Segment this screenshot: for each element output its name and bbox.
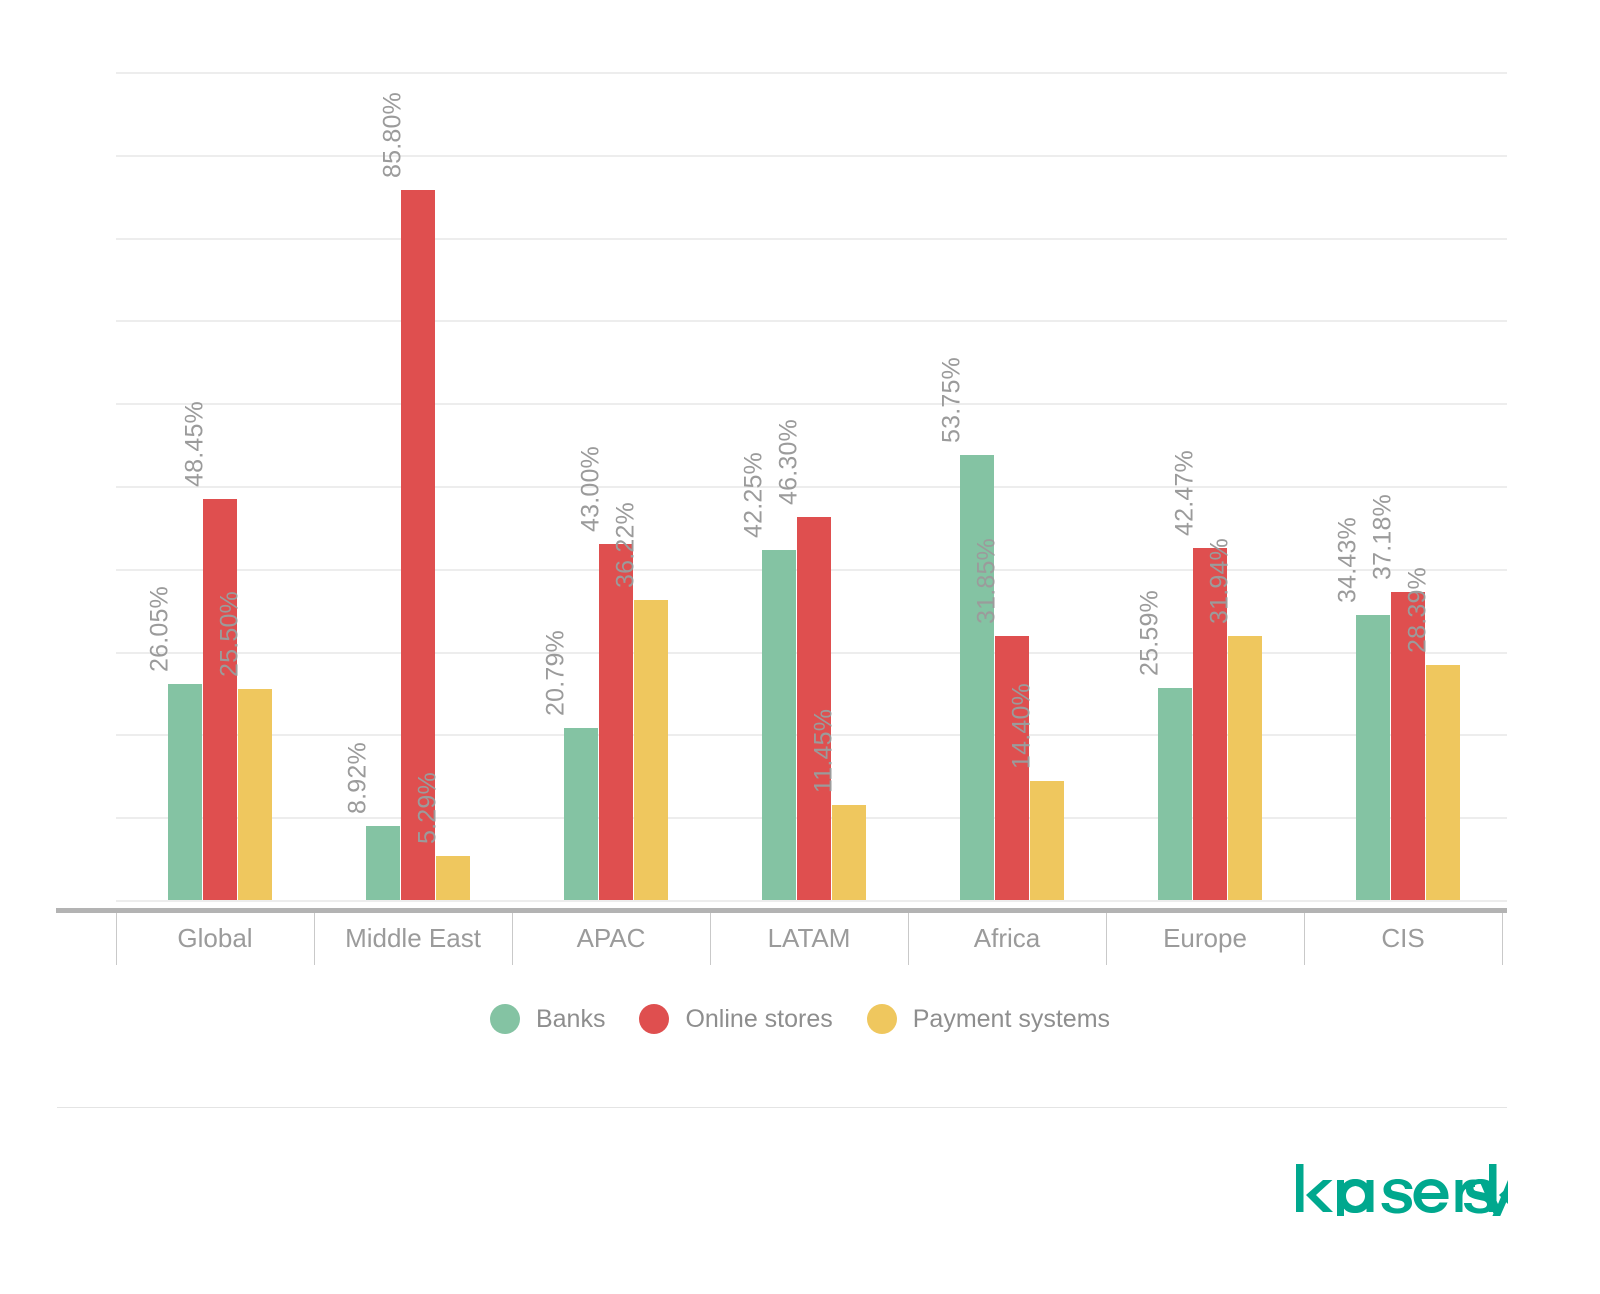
bar-payment[interactable]: 14.40%	[1008, 683, 1064, 900]
bar-value-label: 26.05%	[145, 586, 174, 673]
bar-payment[interactable]: 31.94%	[1206, 538, 1262, 900]
bar-group: 25.59% 42.47% 31.94%	[1136, 72, 1262, 900]
y-axis-tick-label: 70%	[0, 302, 16, 331]
y-axis-tick-label: 40%	[0, 551, 16, 580]
bar-banks[interactable]: 8.92%	[344, 742, 400, 900]
legend-swatch-icon	[639, 1004, 670, 1034]
bar-value-label: 28.39%	[1403, 566, 1432, 653]
category-label-global: Global	[177, 923, 253, 953]
legend-item-stores[interactable]: Online stores	[639, 1004, 833, 1034]
bar-banks[interactable]: 53.75%	[938, 357, 994, 900]
category-tick	[314, 913, 315, 965]
category-label-europe: Europe	[1163, 923, 1247, 953]
category-axis: Global Middle East APAC LATAM Africa Europe CI…	[56, 913, 1507, 965]
footer-divider	[57, 1107, 1507, 1108]
bar-payment[interactable]: 25.50%	[216, 591, 272, 900]
chart-legend: Banks Online stores Payment systems	[0, 1004, 1600, 1034]
legend-label: Online stores	[685, 1004, 833, 1033]
category-tick	[1106, 913, 1107, 965]
bar-group: 42.25% 46.30% 11.45%	[740, 72, 866, 900]
y-axis-tick-label: 60%	[0, 385, 16, 414]
legend-label: Banks	[535, 1004, 606, 1033]
category-tick	[116, 913, 117, 965]
category-tick	[512, 913, 513, 965]
bar-value-label: 14.40%	[1007, 682, 1036, 769]
bar-value-label: 31.94%	[1205, 537, 1234, 624]
bar-value-label: 8.92%	[343, 742, 372, 815]
bar-banks[interactable]: 25.59%	[1136, 590, 1192, 900]
bar-group: 34.43% 37.18% 28.39%	[1334, 72, 1460, 900]
y-axis-tick-label: 50%	[0, 468, 16, 497]
category-tick	[1502, 913, 1503, 965]
bar-value-label: 20.79%	[541, 629, 570, 716]
legend-item-payment[interactable]: Payment systems	[866, 1004, 1111, 1034]
bar-value-label: 53.75%	[937, 356, 966, 443]
gridline	[116, 72, 1507, 74]
category-tick	[908, 913, 909, 965]
gridline	[116, 486, 1507, 488]
bar-value-label: 31.85%	[972, 538, 1001, 625]
bar-stores[interactable]: 46.30%	[775, 419, 831, 900]
bar-value-label: 11.45%	[809, 709, 838, 794]
bar-banks[interactable]: 26.05%	[146, 586, 202, 900]
category-label-cis: CIS	[1381, 923, 1425, 953]
y-axis-tick-label: 20%	[0, 716, 16, 745]
category-tick	[1304, 913, 1305, 965]
bar-stores[interactable]: 42.47%	[1171, 450, 1227, 900]
gridline	[116, 154, 1507, 157]
bar-stores[interactable]: 43.00%	[577, 446, 633, 900]
category-label-middle-east: Middle East	[345, 923, 481, 953]
gridline	[116, 320, 1507, 323]
bar-group: 53.75% 31.85% 14.40%	[938, 72, 1064, 900]
legend-swatch-icon	[489, 1004, 520, 1034]
bar-stores[interactable]: 48.45%	[181, 401, 237, 900]
bar-value-label: 25.50%	[215, 590, 244, 677]
bar-value-label: 25.59%	[1135, 590, 1164, 677]
gridline	[116, 900, 1507, 902]
category-label-apac: APAC	[576, 923, 646, 953]
bar-payment[interactable]: 28.39%	[1404, 567, 1460, 900]
legend-label: Payment systems	[912, 1004, 1111, 1033]
bar-group: 8.92% 85.80% 5.29%	[344, 72, 470, 900]
category-label-latam: LATAM	[767, 923, 851, 953]
bar-stores[interactable]: 31.85%	[973, 538, 1029, 900]
bar-stores[interactable]: 85.80%	[379, 92, 435, 900]
gridline	[116, 403, 1507, 406]
bar-group: 26.05% 48.45% 25.50%	[146, 72, 272, 900]
bar-payment[interactable]: 5.29%	[414, 772, 470, 900]
category-tick	[710, 913, 711, 965]
y-axis-tick-label: 100%	[0, 54, 16, 83]
bar-value-label: 5.29%	[413, 772, 442, 845]
bar-value-label: 36.22%	[611, 502, 640, 589]
bar-payment[interactable]: 11.45%	[810, 709, 866, 900]
bar-stores[interactable]: 37.18%	[1369, 494, 1425, 900]
bar-value-label: 85.80%	[378, 91, 407, 178]
bars-layer: 26.05% 48.45% 25.50% 8.92% 85.80% 5.29% 20.79%…	[116, 72, 1507, 900]
bar-banks[interactable]: 20.79%	[542, 630, 598, 900]
category-label-africa: Africa	[973, 923, 1041, 953]
legend-swatch-icon	[866, 1004, 897, 1034]
legend-item-banks[interactable]: Banks	[489, 1004, 606, 1034]
kaspersky-logo	[1293, 1160, 1508, 1216]
bar-banks[interactable]: 34.43%	[1334, 517, 1390, 900]
y-axis-tick-label: 0	[0, 882, 16, 911]
y-axis-tick-label: 10%	[0, 799, 16, 828]
gridline	[116, 237, 1507, 240]
y-axis-tick-label: 90%	[0, 137, 16, 166]
bar-banks[interactable]: 42.25%	[740, 452, 796, 900]
bar-value-label: 48.45%	[180, 400, 209, 487]
bar-payment[interactable]: 36.22%	[612, 502, 668, 900]
x-axis-baseline	[56, 908, 1507, 913]
y-axis-tick-label: 80%	[0, 220, 16, 249]
y-axis-tick-label: 30%	[0, 634, 16, 663]
bar-value-label: 46.30%	[774, 418, 803, 505]
bar-group: 20.79% 43.00% 36.22%	[542, 72, 668, 900]
bar-value-label: 42.25%	[739, 452, 768, 539]
